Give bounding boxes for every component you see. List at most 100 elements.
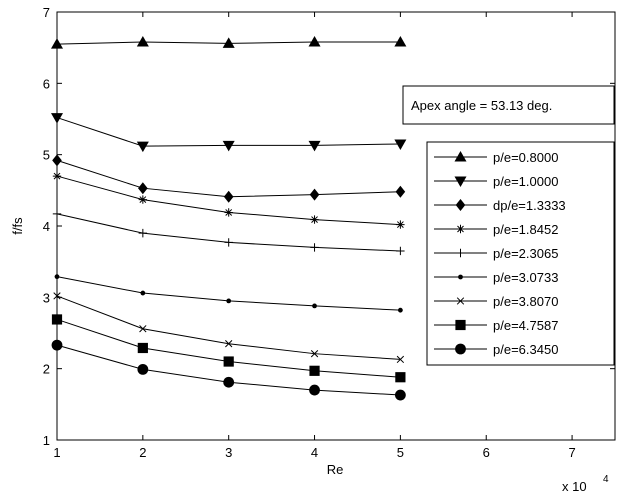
data-point	[310, 350, 319, 358]
x-tick-label: 6	[483, 445, 490, 460]
data-point	[226, 298, 232, 304]
legend-label: p/e=3.8070	[493, 294, 558, 309]
y-tick-label: 5	[43, 148, 50, 163]
series-9	[51, 339, 406, 401]
legend-entry: dp/e=1.3333	[434, 198, 566, 213]
series-5	[52, 209, 405, 256]
data-point	[309, 384, 320, 396]
data-point	[136, 141, 149, 153]
data-point	[308, 35, 321, 47]
series-8	[51, 314, 406, 383]
x-axis-label: Re	[327, 462, 344, 477]
series-1	[51, 35, 407, 49]
data-point	[51, 38, 63, 49]
legend-marker	[456, 248, 465, 258]
data-point	[51, 339, 63, 351]
data-point	[223, 190, 234, 203]
x-tick-label: 2	[139, 445, 146, 460]
x-axis-ticks: 1 2 3 4 5 6 7	[53, 12, 576, 460]
data-point	[397, 307, 403, 313]
annotation-box: Apex angle = 53.13 deg.	[402, 85, 615, 125]
data-point	[54, 274, 60, 280]
x-tick-label: 3	[225, 445, 232, 460]
y-axis-label: f/fs	[10, 217, 25, 235]
data-point	[394, 35, 407, 47]
legend-marker	[455, 199, 466, 211]
data-point	[51, 113, 63, 124]
y-tick-label: 6	[43, 76, 50, 91]
legend-marker	[455, 319, 466, 331]
legend-entry: p/e=1.0000	[434, 174, 558, 189]
data-point	[222, 37, 235, 48]
x-multiplier-exponent: 4	[603, 474, 609, 485]
legend-label: p/e=1.0000	[493, 174, 558, 189]
y-tick-label: 3	[43, 290, 50, 305]
data-point	[396, 246, 405, 256]
legend-marker	[458, 274, 463, 280]
series-3	[52, 154, 406, 203]
legend-label: p/e=6.3450	[493, 342, 558, 357]
data-point	[222, 140, 235, 152]
data-point	[310, 243, 319, 252]
legend-marker	[456, 224, 465, 234]
legend-label: dp/e=1.3333	[493, 198, 566, 213]
data-point	[138, 195, 148, 204]
annotation-text: Apex angle = 53.13 deg.	[411, 98, 552, 113]
legend-marker	[454, 176, 467, 187]
legend-marker	[454, 151, 467, 162]
series-7	[53, 292, 405, 364]
series-4	[52, 171, 405, 229]
legend-label: p/e=4.7587	[493, 318, 558, 333]
y-tick-label: 2	[43, 362, 50, 377]
legend-label: p/e=0.8000	[493, 150, 558, 165]
y-tick-label: 4	[43, 219, 50, 234]
legend-entry: p/e=4.7587	[434, 318, 558, 333]
legend: p/e=0.8000 p/e=1.0000 dp/e=1.3333 p/e=1.845…	[426, 141, 615, 366]
data-point	[225, 340, 233, 348]
data-point	[394, 389, 406, 401]
legend-marker	[455, 343, 466, 355]
data-point	[224, 238, 233, 247]
legend-label: p/e=1.8452	[493, 222, 558, 237]
legend-entry: p/e=3.8070	[434, 294, 558, 309]
series-layer	[51, 35, 407, 401]
data-point	[140, 290, 146, 296]
data-point	[309, 188, 320, 201]
data-point	[52, 209, 62, 219]
data-point	[308, 140, 321, 152]
data-point	[395, 185, 406, 198]
data-point	[52, 171, 62, 181]
data-point	[396, 355, 405, 364]
legend-entry: p/e=3.0733	[434, 270, 558, 285]
data-point	[224, 208, 233, 217]
data-point	[396, 220, 405, 229]
data-point	[394, 139, 407, 150]
x-tick-label: 7	[568, 445, 575, 460]
legend-label: p/e=3.0733	[493, 270, 558, 285]
data-point	[137, 363, 149, 375]
x-tick-label: 4	[311, 445, 318, 460]
data-point	[51, 314, 63, 325]
data-point	[138, 228, 148, 238]
legend-entry: p/e=2.3065	[434, 246, 558, 261]
legend-entry: p/e=1.8452	[434, 222, 558, 237]
data-point	[223, 376, 235, 388]
legend-entry: p/e=6.3450	[434, 342, 558, 357]
x-tick-label: 5	[397, 445, 404, 460]
y-tick-label: 7	[43, 5, 50, 20]
data-point	[136, 35, 149, 47]
legend-entry: p/e=0.8000	[434, 150, 558, 165]
x-tick-label: 1	[53, 445, 60, 460]
series-2	[51, 113, 407, 153]
data-point	[139, 325, 147, 333]
data-point	[309, 365, 320, 376]
series-6	[54, 274, 403, 313]
data-point	[52, 154, 62, 167]
x-multiplier-label: x 10	[562, 479, 587, 494]
data-point	[395, 372, 406, 383]
legend-marker	[456, 297, 465, 305]
data-point	[138, 182, 148, 195]
data-point	[310, 215, 319, 224]
data-point	[223, 356, 234, 367]
